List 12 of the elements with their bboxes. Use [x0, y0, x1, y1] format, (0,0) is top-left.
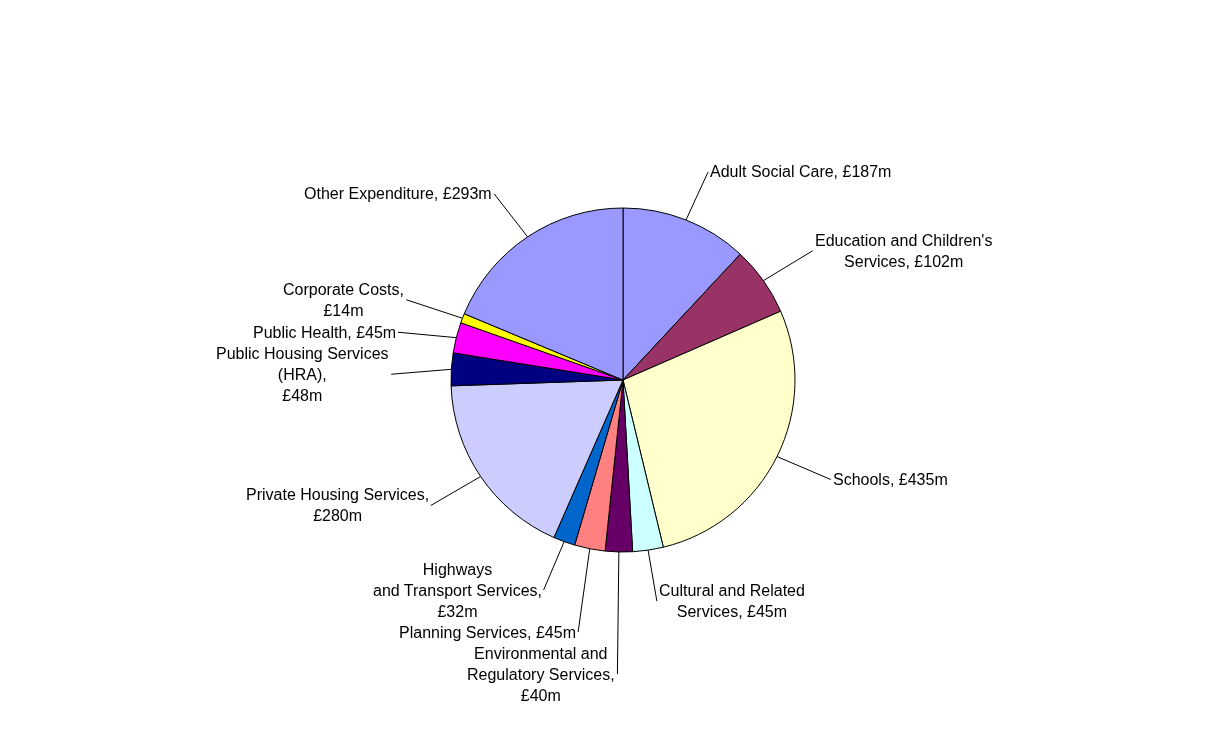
slice-label: Adult Social Care, £187m — [710, 163, 892, 180]
slice-label: Environmental and Regulatory Services, £40m — [467, 645, 615, 704]
slice-label: Corporate Costs, £14m — [283, 281, 404, 319]
slice-label: Private Housing Services, £280m — [246, 486, 430, 524]
slice-label: Public Housing Services (HRA), £48m — [216, 345, 389, 404]
slice-label: Schools, £435m — [833, 471, 948, 488]
slice-label: Public Health, £45m — [253, 324, 397, 341]
slice-label: Highways and Transport Services, £32m — [373, 561, 542, 620]
slice-label: Other Expenditure, £293m — [304, 185, 492, 202]
slice-label: Planning Services, £45m — [399, 624, 576, 641]
slice-label: Education and Children's Services, £102m — [815, 232, 993, 270]
slice-label: Cultural and Related Services, £45m — [659, 582, 805, 620]
